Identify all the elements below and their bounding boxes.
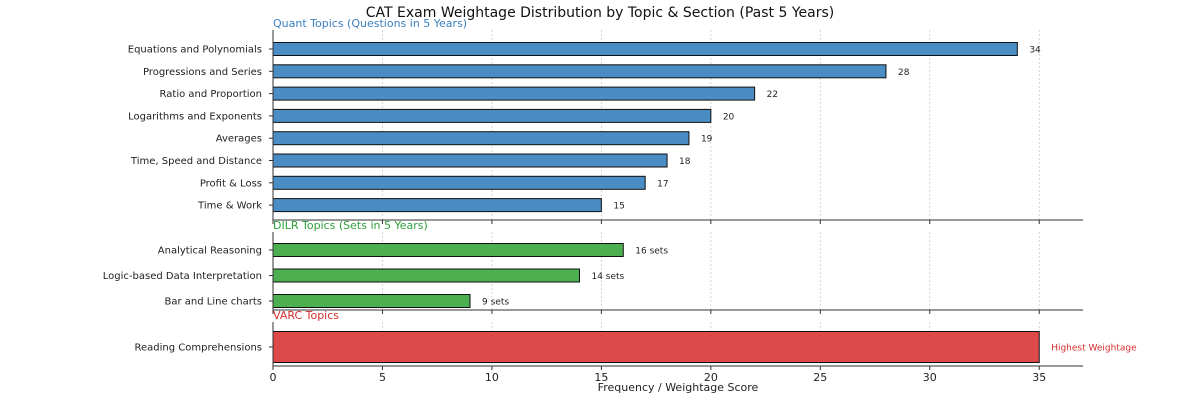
value-label-quant-4: 19 — [701, 135, 713, 145]
bar-quant-1 — [272, 64, 887, 79]
bar-dilr-0 — [272, 243, 624, 257]
plot-area: Quant Topics (Questions in 5 Years) Equat… — [103, 17, 1137, 384]
x-tick-label-1: 5 — [379, 371, 386, 384]
category-label-quant-6: Profit & Loss — [200, 178, 262, 189]
bar-quant-7 — [272, 198, 602, 213]
bar-dilr-1 — [272, 268, 580, 283]
value-label-quant-5: 18 — [679, 157, 691, 167]
category-label-dilr-2: Bar and Line charts — [165, 297, 263, 308]
x-tick-label-3: 15 — [594, 371, 608, 384]
panel-title-dilr: DILR Topics (Sets in 5 Years) — [273, 219, 428, 232]
panel-title-quant: Quant Topics (Questions in 5 Years) — [273, 17, 467, 30]
value-label-dilr-2: 9 sets — [482, 298, 509, 308]
bar-varc-0 — [272, 331, 1040, 363]
panel-varc: VARC Topics Reading Comprehensions Highest… — [135, 309, 1137, 370]
panel-dilr: DILR Topics (Sets in 5 Years) Analytical … — [103, 219, 1083, 314]
bar-quant-6 — [272, 175, 646, 190]
x-axis-label: Frequency / Weightage Score — [598, 381, 759, 394]
category-label-quant-1: Progressions and Series — [143, 67, 262, 78]
panel-quant: Quant Topics (Questions in 5 Years) Equat… — [128, 17, 1083, 224]
bar-quant-3 — [272, 108, 712, 123]
category-label-dilr-0: Analytical Reasoning — [158, 246, 262, 257]
category-label-quant-0: Equations and Polynomials — [128, 45, 262, 56]
value-label-quant-3: 20 — [723, 112, 735, 122]
value-label-quant-2: 22 — [767, 90, 778, 100]
value-label-quant-0: 34 — [1029, 46, 1041, 56]
category-label-quant-2: Ratio and Proportion — [160, 89, 262, 100]
bar-quant-0 — [272, 42, 1018, 56]
x-tick-label-0: 0 — [270, 371, 277, 384]
category-label-dilr-1: Logic-based Data Interpretation — [103, 271, 262, 282]
bar-quant-5 — [272, 153, 668, 168]
bar-quant-4 — [272, 131, 690, 146]
category-label-quant-4: Averages — [216, 134, 262, 145]
bar-dilr-2 — [272, 294, 471, 308]
value-label-varc-0: Highest Weightage — [1051, 344, 1137, 354]
value-label-dilr-1: 14 sets — [591, 272, 624, 282]
chart-title: CAT Exam Weightage Distribution by Topic… — [366, 5, 834, 21]
category-label-varc-0: Reading Comprehensions — [135, 343, 263, 354]
x-tick-label-7: 35 — [1032, 371, 1046, 384]
x-tick-label-5: 25 — [813, 371, 827, 384]
bar-quant-2 — [272, 86, 756, 101]
value-label-quant-1: 28 — [898, 68, 910, 78]
x-tick-label-6: 30 — [923, 371, 937, 384]
value-label-quant-7: 15 — [613, 202, 624, 212]
x-tick-label-4: 20 — [704, 371, 718, 384]
x-tick-label-2: 10 — [485, 371, 499, 384]
category-label-quant-3: Logarithms and Exponents — [128, 111, 262, 122]
category-label-quant-5: Time, Speed and Distance — [130, 156, 262, 167]
category-label-quant-7: Time & Work — [197, 201, 262, 212]
panel-title-varc: VARC Topics — [273, 309, 339, 322]
value-label-dilr-0: 16 sets — [635, 247, 668, 257]
value-label-quant-6: 17 — [657, 179, 668, 189]
